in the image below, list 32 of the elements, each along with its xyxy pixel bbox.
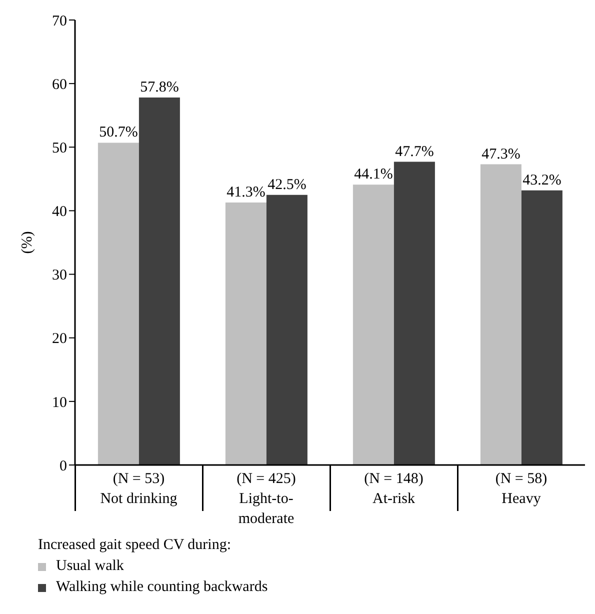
legend-title: Increased gait speed CV during: [38, 536, 232, 555]
legend-label: Walking while counting backwards [56, 578, 268, 597]
bar [98, 142, 139, 465]
data-label: 43.2% [522, 172, 562, 188]
y-axis-title: (%) [19, 231, 36, 254]
y-tick-label: 0 [60, 458, 67, 474]
data-label: 44.1% [354, 166, 393, 183]
y-tick-label: 60 [52, 76, 67, 93]
y-tick-label: 10 [52, 394, 67, 411]
bar [394, 162, 435, 465]
data-label: 47.7% [395, 144, 434, 160]
data-label: 50.7% [99, 124, 138, 141]
y-tick-label: 30 [52, 268, 67, 284]
data-label: 42.5% [268, 176, 306, 193]
y-tick-label: 70 [52, 13, 67, 30]
x-tick-label: (N = 425) Light-to-moderate [236, 471, 296, 527]
data-label: 57.8% [140, 80, 179, 96]
legend-label: Usual walk [56, 557, 124, 576]
bar [352, 184, 394, 465]
bar [480, 164, 522, 465]
x-tick-label: (N = 53) Not drinking [100, 471, 178, 507]
data-label: 47.3% [482, 146, 520, 162]
data-label: 41.3% [226, 184, 266, 200]
bar [225, 202, 266, 465]
x-tick-label: (N = 148) At-risk [364, 471, 424, 507]
y-tick-label: 50 [52, 140, 67, 156]
y-tick-label: 40 [52, 204, 67, 220]
x-tick-label: (N = 58) Heavy [495, 471, 548, 507]
y-tick-label: 20 [52, 331, 67, 348]
bar [521, 190, 562, 465]
bar [138, 98, 180, 465]
bar [266, 194, 308, 465]
